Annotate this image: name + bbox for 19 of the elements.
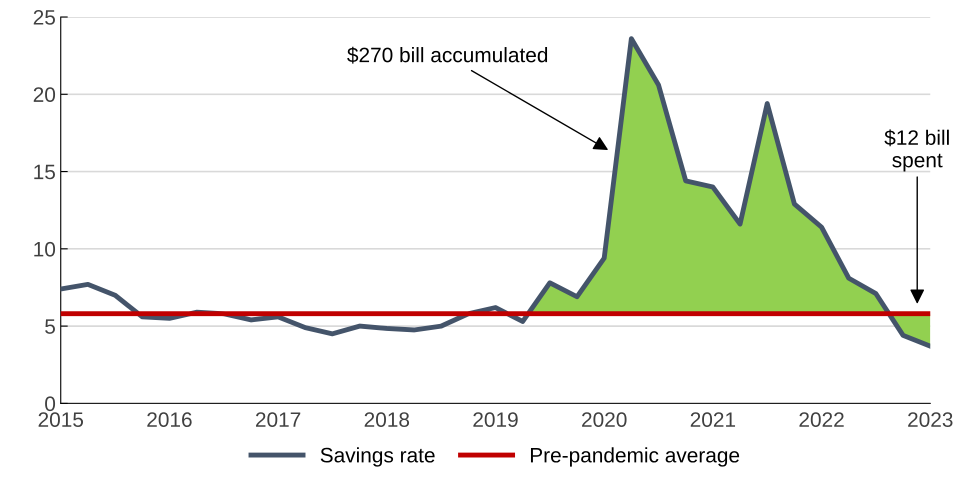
y-tick-label: 20 (34, 87, 56, 102)
y-tick-label: 25 (34, 10, 55, 25)
x-tick-label: 2023 (908, 412, 953, 428)
legend-label: Savings rate (320, 447, 435, 467)
annotation: $12 bill spent (884, 129, 949, 172)
y-tick-label: 5 (45, 319, 55, 334)
x-tick-label: 2022 (799, 412, 844, 428)
annotation: $270 bill accumulated (347, 46, 548, 64)
x-tick-label: 2021 (690, 412, 736, 428)
y-tick-label: 15 (34, 164, 55, 180)
x-tick-label: 2020 (582, 412, 627, 428)
x-tick-label: 2016 (147, 412, 192, 428)
x-tick-label: 2017 (256, 412, 300, 428)
x-tick-label: 2019 (473, 412, 518, 428)
x-tick-label: 2015 (38, 412, 84, 428)
y-tick-label: 10 (34, 242, 56, 257)
x-tick-label: 2018 (364, 412, 410, 428)
legend-label: Pre-pandemic average (530, 447, 740, 467)
y-tick-label: 0 (45, 396, 56, 412)
